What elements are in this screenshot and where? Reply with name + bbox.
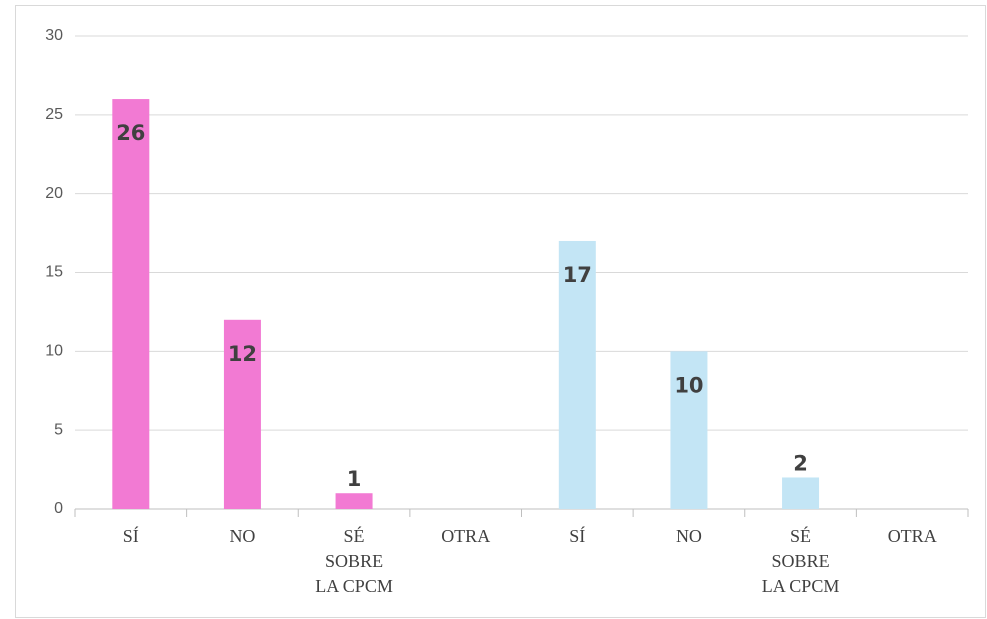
x-tick-label: NO xyxy=(229,526,255,546)
y-tick-label: 10 xyxy=(45,343,63,360)
chart-frame xyxy=(15,5,986,618)
x-tick-label: NO xyxy=(676,526,702,546)
bar xyxy=(670,351,708,509)
data-label: 1 xyxy=(347,467,362,491)
x-tick-label: OTRA xyxy=(441,526,490,546)
data-label: 2 xyxy=(793,451,808,475)
bar xyxy=(782,477,820,509)
bar xyxy=(558,240,596,509)
y-tick-label: 5 xyxy=(54,421,63,438)
data-label: 26 xyxy=(116,121,145,145)
y-tick-label: 25 xyxy=(45,106,63,123)
x-tick-label: SÍ xyxy=(123,525,139,546)
data-label: 17 xyxy=(563,263,592,287)
bar xyxy=(112,99,150,510)
y-tick-label: 15 xyxy=(45,264,63,281)
bar xyxy=(335,493,373,509)
bar xyxy=(223,319,261,509)
y-tick-label: 0 xyxy=(54,500,63,517)
x-tick-label: SÉ SOBRE LA CPCM xyxy=(762,525,840,596)
y-tick-label: 20 xyxy=(45,185,63,202)
x-tick-label: SÍ xyxy=(569,525,585,546)
x-tick-label: OTRA xyxy=(888,526,937,546)
data-label: 12 xyxy=(228,342,257,366)
data-label: 10 xyxy=(674,373,703,397)
x-tick-label: SÉ SOBRE LA CPCM xyxy=(315,525,393,596)
y-tick-label: 30 xyxy=(45,27,63,44)
